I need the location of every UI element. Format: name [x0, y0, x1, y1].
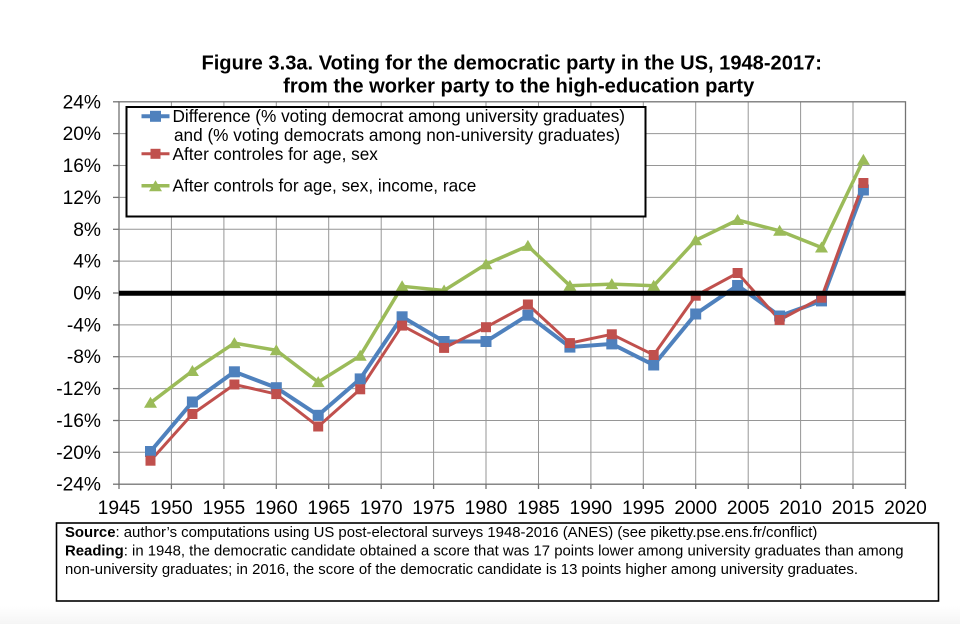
- svg-text:2010: 2010: [779, 498, 822, 519]
- svg-text:-8%: -8%: [67, 347, 101, 368]
- svg-text:2005: 2005: [727, 498, 770, 519]
- svg-text:1970: 1970: [360, 498, 403, 519]
- svg-text:Reading: in 1948, the democrat: Reading: in 1948, the democratic candida…: [65, 544, 904, 560]
- svg-text:from the worker party to the h: from the worker party to the high-educat…: [283, 76, 755, 98]
- svg-text:After controls for age, sex, i: After controls for age, sex, income, rac…: [173, 176, 477, 196]
- svg-text:20%: 20%: [63, 124, 101, 145]
- svg-text:-24%: -24%: [56, 475, 101, 496]
- svg-text:Difference (% voting democrat: Difference (% voting democrat among univ…: [173, 106, 626, 126]
- svg-text:0%: 0%: [73, 284, 101, 305]
- svg-text:-4%: -4%: [67, 315, 101, 336]
- svg-text:2020: 2020: [884, 498, 927, 519]
- svg-text:non-university graduates; in 2: non-university graduates; in 2016, the s…: [65, 562, 858, 578]
- svg-text:1950: 1950: [150, 498, 193, 519]
- svg-text:1980: 1980: [465, 498, 508, 519]
- svg-text:1975: 1975: [412, 498, 455, 519]
- svg-text:-20%: -20%: [56, 443, 101, 464]
- svg-text:After controles for age, sex: After controles for age, sex: [173, 144, 379, 164]
- svg-text:16%: 16%: [63, 156, 101, 177]
- svg-text:8%: 8%: [73, 220, 101, 241]
- svg-text:1965: 1965: [307, 498, 350, 519]
- svg-text:4%: 4%: [73, 252, 101, 273]
- svg-text:1955: 1955: [203, 498, 246, 519]
- svg-text:1995: 1995: [622, 498, 665, 519]
- svg-text:1960: 1960: [255, 498, 298, 519]
- svg-text:Figure 3.3a. Voting for the de: Figure 3.3a. Voting for the democratic p…: [201, 53, 821, 75]
- svg-text:1985: 1985: [517, 498, 560, 519]
- svg-text:-16%: -16%: [56, 411, 101, 432]
- svg-text:24%: 24%: [63, 92, 101, 113]
- svg-text:2000: 2000: [674, 498, 717, 519]
- svg-text:Source: author’s computations: Source: author’s computations using US p…: [65, 525, 817, 541]
- svg-text:1945: 1945: [98, 498, 141, 519]
- svg-text:-12%: -12%: [56, 379, 101, 400]
- svg-text:1990: 1990: [570, 498, 613, 519]
- svg-text:and (% voting democrats among: and (% voting democrats among non-univer…: [174, 125, 620, 145]
- svg-text:12%: 12%: [63, 188, 101, 209]
- svg-text:2015: 2015: [832, 498, 875, 519]
